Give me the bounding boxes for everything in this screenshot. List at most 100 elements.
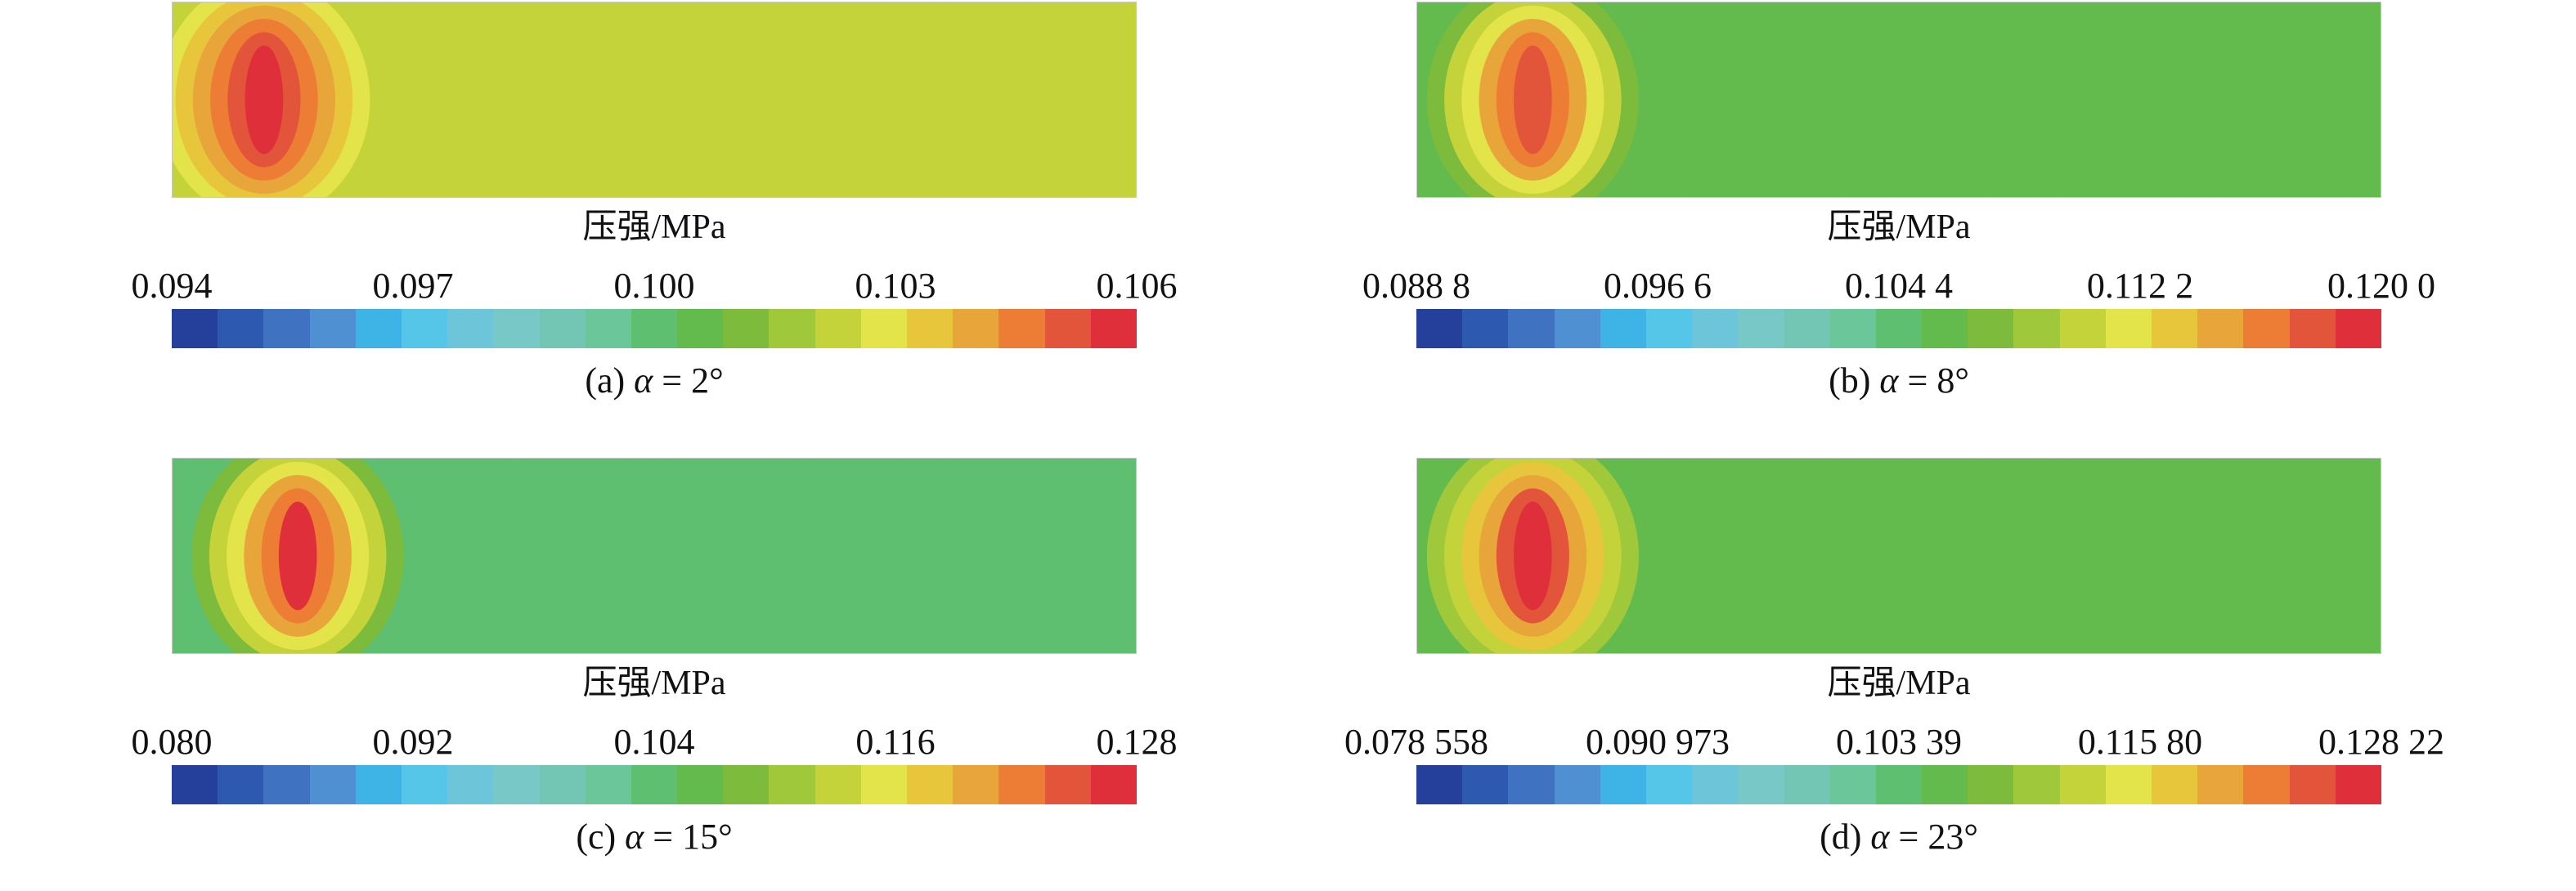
colorbar-segment	[493, 765, 540, 804]
contour-svg	[1417, 459, 2381, 653]
colorbar-segment	[539, 765, 586, 804]
colorbar-tick-label: 0.088 8	[1362, 266, 1470, 306]
colorbar-segment	[769, 309, 815, 348]
colorbar-tick-label: 0.120 0	[2327, 266, 2435, 306]
colorbar-segment	[1508, 765, 1555, 804]
colorbar-segment	[401, 309, 448, 348]
colorbar-segment	[355, 765, 402, 804]
colorbar-segment	[2197, 765, 2244, 804]
colorbar-segment	[1968, 765, 2014, 804]
colorbar-segment	[1738, 765, 1784, 804]
colorbar-segment	[1416, 309, 1463, 348]
alpha-symbol: α	[625, 817, 644, 857]
colorbar-segment	[631, 765, 678, 804]
colorbar-tick-row: 0.080 0.092 0.104 0.116 0.128	[132, 722, 1178, 762]
colorbar-tick-label: 0.080	[131, 722, 213, 762]
colorbar-segment	[1784, 309, 1830, 348]
contour-band	[245, 45, 284, 154]
colorbar-segment	[677, 765, 724, 804]
contour-band	[1514, 501, 1552, 611]
colorbar-segment	[815, 765, 861, 804]
colorbar-tick-label: 0.115 80	[2077, 722, 2203, 762]
colorbar-segment	[2243, 309, 2290, 348]
colorbar-segment	[1738, 309, 1784, 348]
colorbar-segment	[1692, 765, 1739, 804]
colorbar	[172, 309, 1137, 348]
colorbar-segment	[999, 765, 1045, 804]
colorbar-segment	[2335, 765, 2381, 804]
subcaption-prefix: (c)	[576, 817, 626, 857]
subcaption: (a) α = 2°	[172, 360, 1137, 402]
colorbar-segment	[631, 309, 678, 348]
colorbar-segment	[2152, 765, 2198, 804]
colorbar-segment	[1829, 309, 1876, 348]
colorbar-segment	[860, 309, 907, 348]
contour-svg	[173, 459, 1136, 653]
colorbar-segment	[1508, 309, 1555, 348]
subcaption-angle: = 23°	[1889, 817, 1978, 857]
colorbar-tick-label: 0.106	[1096, 266, 1178, 306]
alpha-symbol: α	[634, 360, 653, 401]
pressure-contour-plot	[172, 2, 1137, 198]
colorbar-segment	[677, 309, 724, 348]
colorbar-tick-label: 0.104	[613, 722, 695, 762]
colorbar-segment	[953, 309, 999, 348]
colorbar-tick-label: 0.104 4	[1845, 266, 1953, 306]
colorbar-segment	[447, 309, 494, 348]
colorbar-segment	[2335, 309, 2381, 348]
colorbar-segment	[1875, 309, 1923, 348]
colorbar-tick-label: 0.097	[372, 266, 454, 306]
colorbar-segment	[1044, 309, 1091, 348]
colorbar-segment	[1645, 765, 1693, 804]
colorbar-segment	[1090, 765, 1137, 804]
colorbar-segment	[1645, 309, 1693, 348]
pressure-contour-plot	[172, 458, 1137, 654]
colorbar-segment	[1554, 309, 1600, 348]
colorbar-segment	[2289, 309, 2336, 348]
alpha-symbol: α	[1879, 360, 1899, 401]
panel-a: 压强/MPa 0.094 0.097 0.100 0.103 0.106 (a)…	[132, 2, 1178, 435]
contour-svg	[173, 2, 1136, 197]
colorbar-segment	[2152, 309, 2198, 348]
colorbar-segment	[1692, 309, 1739, 348]
colorbar-segment	[1600, 309, 1646, 348]
colorbar-title: 压强/MPa	[1827, 208, 1971, 246]
colorbar-tick-label: 0.096 6	[1604, 266, 1712, 306]
colorbar-tick-row: 0.088 8 0.096 6 0.104 4 0.112 2 0.120 0	[1362, 266, 2435, 306]
panel-b: 压强/MPa 0.088 8 0.096 6 0.104 4 0.112 2 0…	[1362, 2, 2435, 435]
colorbar-segment	[1462, 765, 1509, 804]
colorbar	[172, 765, 1137, 804]
subcaption: (b) α = 8°	[1416, 360, 2381, 402]
colorbar-segment	[1829, 765, 1876, 804]
colorbar-segment	[2013, 765, 2060, 804]
colorbar-segment	[1784, 765, 1830, 804]
colorbar-tick-row: 0.094 0.097 0.100 0.103 0.106	[132, 266, 1178, 306]
colorbar-segment	[953, 765, 999, 804]
colorbar-tick-label: 0.103	[855, 266, 936, 306]
colorbar-segment	[585, 765, 631, 804]
colorbar-segment	[1922, 309, 1968, 348]
subcaption-angle: = 2°	[653, 360, 724, 401]
colorbar-segment	[907, 309, 954, 348]
panel-d: 压强/MPa 0.078 558 0.090 973 0.103 39 0.11…	[1344, 458, 2444, 891]
colorbar-segment	[539, 309, 586, 348]
colorbar-segment	[1044, 765, 1091, 804]
colorbar-segment	[723, 765, 770, 804]
colorbar-title: 压强/MPa	[1827, 665, 1971, 702]
colorbar-segment	[860, 765, 907, 804]
subcaption: (c) α = 15°	[172, 816, 1137, 858]
colorbar-title: 压强/MPa	[582, 208, 726, 246]
colorbar-tick-row: 0.078 558 0.090 973 0.103 39 0.115 80 0.…	[1344, 722, 2444, 762]
colorbar-segment	[309, 309, 356, 348]
colorbar-segment	[218, 765, 264, 804]
subcaption-angle: = 8°	[1898, 360, 1969, 401]
subcaption: (d) α = 23°	[1416, 816, 2381, 858]
colorbar-tick-label: 0.128	[1096, 722, 1178, 762]
colorbar-segment	[1462, 309, 1509, 348]
colorbar-segment	[355, 309, 402, 348]
contour-band	[278, 501, 317, 611]
colorbar-tick-label: 0.112 2	[2086, 266, 2194, 306]
colorbar-segment	[769, 765, 815, 804]
colorbar-segment	[1875, 765, 1923, 804]
pressure-contour-plot	[1416, 2, 2381, 198]
